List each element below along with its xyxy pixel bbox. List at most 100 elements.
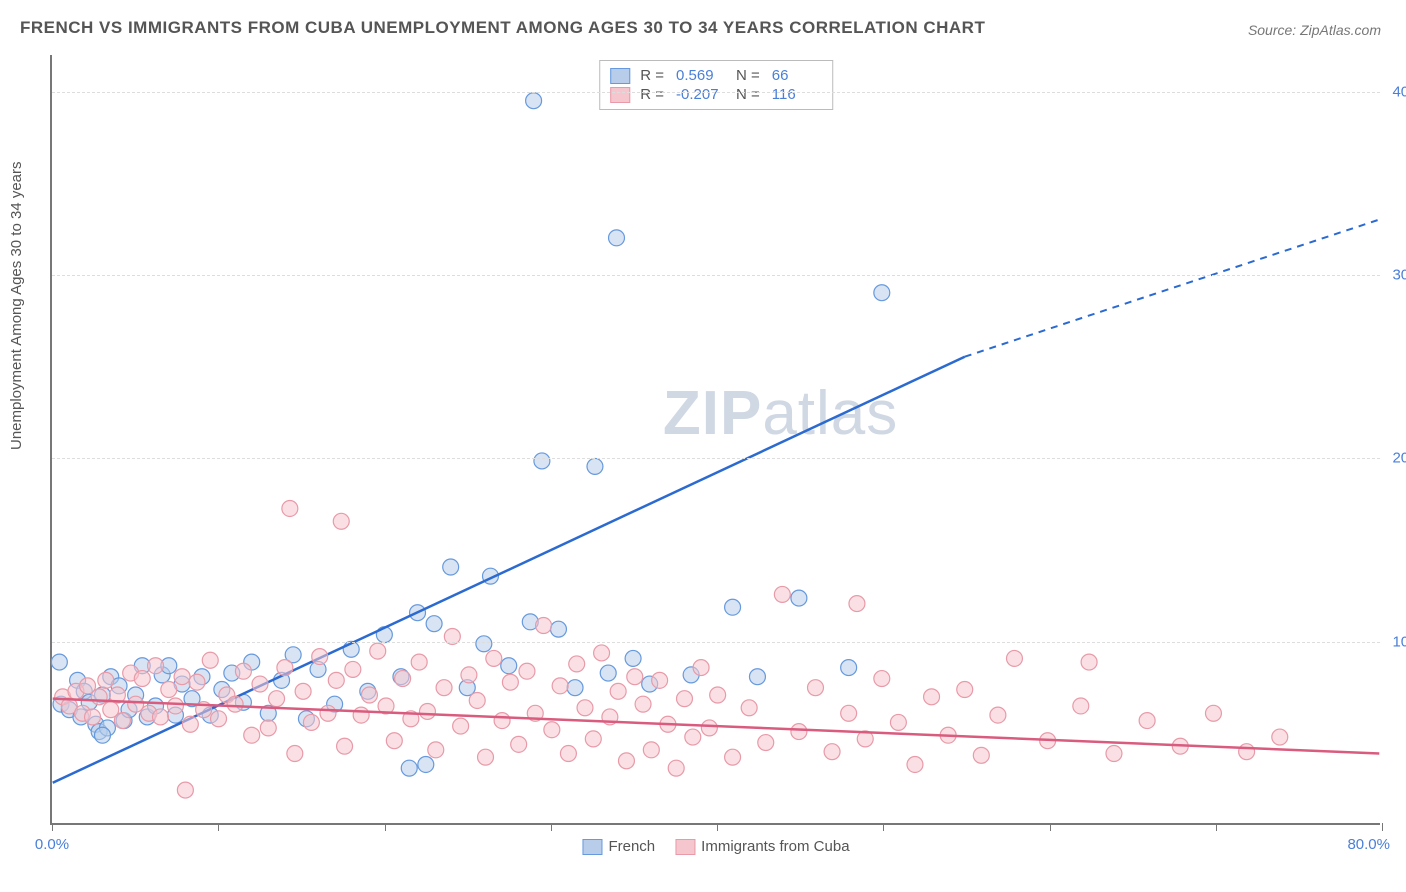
scatter-point: [361, 687, 377, 703]
legend-item: French: [582, 838, 655, 855]
scatter-point: [701, 720, 717, 736]
scatter-point: [552, 678, 568, 694]
scatter-point: [177, 782, 193, 798]
x-tick: [551, 823, 552, 831]
scatter-point: [91, 689, 107, 705]
gridline: [52, 458, 1380, 459]
plot-area: ZIPatlas R =0.569N =66R =-0.207N =116 Fr…: [50, 55, 1380, 825]
scatter-point: [511, 736, 527, 752]
scatter-point: [478, 749, 494, 765]
scatter-point: [585, 731, 601, 747]
scatter-point: [957, 682, 973, 698]
scatter-point: [303, 714, 319, 730]
scatter-point: [386, 733, 402, 749]
scatter-point: [287, 746, 303, 762]
scatter-point: [824, 744, 840, 760]
scatter-point: [749, 669, 765, 685]
scatter-point: [370, 643, 386, 659]
scatter-point: [567, 680, 583, 696]
scatter-point: [618, 753, 634, 769]
scatter-point: [791, 724, 807, 740]
scatter-point: [333, 513, 349, 529]
scatter-point: [526, 93, 542, 109]
scatter-point: [693, 660, 709, 676]
scatter-point: [668, 760, 684, 776]
scatter-point: [419, 703, 435, 719]
scatter-point: [461, 667, 477, 683]
scatter-point: [202, 652, 218, 668]
scatter-point: [94, 727, 110, 743]
scatter-point: [1006, 650, 1022, 666]
scatter-point: [1081, 654, 1097, 670]
trend-line-extension: [965, 220, 1380, 357]
scatter-point: [189, 674, 205, 690]
scatter-point: [98, 672, 114, 688]
scatter-point: [849, 596, 865, 612]
scatter-point: [808, 680, 824, 696]
scatter-point: [758, 735, 774, 751]
legend-series-label: Immigrants from Cuba: [701, 838, 849, 855]
scatter-point: [1239, 744, 1255, 760]
scatter-point: [282, 501, 298, 517]
scatter-point: [182, 716, 198, 732]
scatter-point: [725, 749, 741, 765]
scatter-point: [428, 742, 444, 758]
scatter-point: [320, 705, 336, 721]
trend-line: [53, 699, 1380, 754]
scatter-point: [395, 671, 411, 687]
x-tick: [385, 823, 386, 831]
series-legend: French Immigrants from Cuba: [582, 838, 849, 855]
scatter-point: [401, 760, 417, 776]
scatter-point: [710, 687, 726, 703]
scatter-point: [235, 663, 251, 679]
scatter-point: [741, 700, 757, 716]
scatter-point: [841, 660, 857, 676]
legend-item: Immigrants from Cuba: [675, 838, 849, 855]
y-tick-label: 30.0%: [1392, 267, 1406, 284]
scatter-point: [519, 663, 535, 679]
scatter-point: [990, 707, 1006, 723]
scatter-point: [550, 621, 566, 637]
scatter-point: [269, 691, 285, 707]
x-tick-label: 80.0%: [1347, 836, 1390, 853]
scatter-point: [85, 709, 101, 725]
x-tick: [717, 823, 718, 831]
scatter-point: [1139, 713, 1155, 729]
scatter-point: [577, 700, 593, 716]
legend-swatch: [675, 839, 695, 855]
x-tick: [883, 823, 884, 831]
gridline: [52, 642, 1380, 643]
x-tick: [1050, 823, 1051, 831]
scatter-point: [148, 658, 164, 674]
scatter-point: [161, 682, 177, 698]
scatter-point: [469, 693, 485, 709]
scatter-point: [486, 650, 502, 666]
scatter-point: [774, 586, 790, 602]
y-axis-label: Unemployment Among Ages 30 to 34 years: [8, 161, 25, 450]
scatter-point: [328, 672, 344, 688]
scatter-point: [594, 645, 610, 661]
scatter-point: [587, 458, 603, 474]
scatter-point: [337, 738, 353, 754]
x-tick-label: 0.0%: [35, 836, 69, 853]
scatter-point: [610, 683, 626, 699]
x-tick: [218, 823, 219, 831]
scatter-point: [1272, 729, 1288, 745]
scatter-svg: [52, 55, 1380, 823]
scatter-point: [725, 599, 741, 615]
scatter-point: [345, 661, 361, 677]
scatter-point: [436, 680, 452, 696]
x-tick: [1216, 823, 1217, 831]
scatter-point: [277, 660, 293, 676]
scatter-point: [134, 671, 150, 687]
scatter-point: [677, 691, 693, 707]
gridline: [52, 275, 1380, 276]
scatter-point: [312, 649, 328, 665]
x-tick: [52, 823, 53, 831]
scatter-point: [252, 676, 268, 692]
gridline: [52, 92, 1380, 93]
scatter-point: [609, 230, 625, 246]
legend-swatch: [582, 839, 602, 855]
scatter-point: [841, 705, 857, 721]
scatter-point: [791, 590, 807, 606]
